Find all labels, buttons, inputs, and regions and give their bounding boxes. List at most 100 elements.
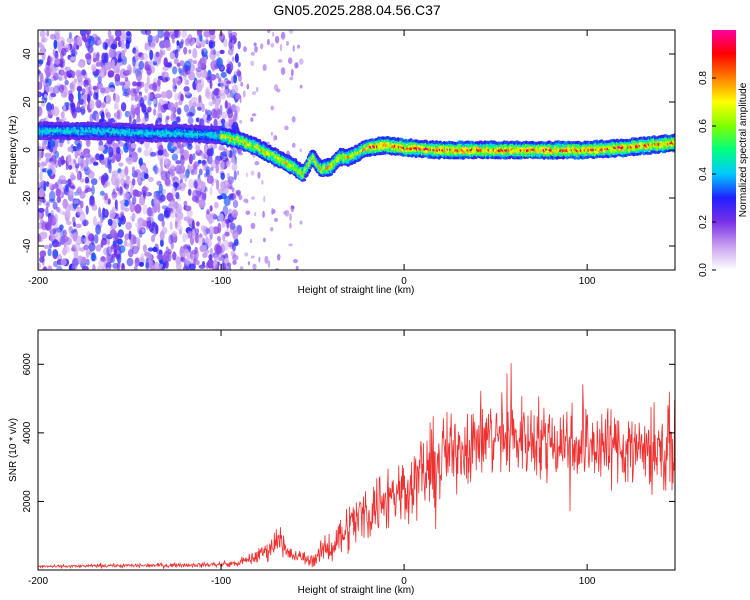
noise-cell [232, 259, 237, 265]
noise-cell [218, 89, 226, 97]
noise-cell [224, 86, 230, 95]
noise-cell [157, 108, 163, 118]
noise-cell [228, 117, 234, 126]
noise-cell [188, 99, 193, 108]
noise-cell [129, 187, 134, 196]
noise-cell [198, 264, 206, 269]
noise-cell [88, 84, 92, 93]
noise-cell [72, 216, 76, 223]
noise-cell [229, 186, 233, 190]
noise-cell [104, 174, 109, 181]
noise-cell [138, 60, 145, 70]
noise-cell [180, 39, 184, 45]
noise-cell [147, 247, 154, 252]
noise-cell [256, 86, 259, 93]
noise-cell [77, 186, 82, 196]
noise-cell [138, 55, 145, 61]
noise-cell [147, 98, 152, 106]
noise-cell [89, 99, 95, 111]
noise-cell [210, 47, 216, 55]
noise-cell [43, 180, 47, 192]
noise-cell [61, 47, 67, 57]
noise-cell [62, 198, 68, 209]
noise-cell [117, 229, 125, 239]
noise-cell [267, 30, 271, 34]
noise-cell [134, 257, 140, 267]
noise-cell [157, 77, 161, 87]
noise-cell [231, 163, 238, 171]
noise-cell [243, 46, 247, 52]
noise-cell [45, 76, 49, 84]
noise-cell [38, 262, 41, 269]
noise-cell [137, 228, 145, 233]
noise-cell [120, 50, 126, 60]
noise-cell [56, 116, 59, 121]
noise-cell [163, 39, 171, 49]
noise-cell [270, 42, 275, 48]
noise-cell [206, 109, 212, 118]
noise-cell [100, 87, 106, 94]
noise-cell [104, 87, 110, 94]
noise-cell [205, 227, 211, 235]
noise-cell [226, 150, 230, 156]
noise-cell [183, 104, 190, 113]
noise-cell [159, 230, 165, 241]
noise-cell [162, 49, 166, 56]
noise-cell [220, 118, 226, 125]
noise-cell [175, 192, 180, 200]
noise-cell [171, 37, 175, 44]
noise-cell [39, 72, 44, 83]
noise-cell [201, 190, 207, 202]
noise-cell [153, 196, 160, 207]
noise-cell [283, 211, 288, 215]
noise-cell [192, 219, 195, 230]
noise-cell [110, 244, 117, 250]
noise-cell [140, 171, 147, 182]
noise-cell [101, 52, 107, 64]
noise-cell [179, 60, 185, 66]
noise-cell [39, 250, 47, 258]
noise-cell [124, 179, 132, 184]
noise-cell [81, 69, 86, 76]
noise-cell [156, 254, 163, 260]
noise-cell [203, 30, 211, 38]
noise-cell [53, 213, 59, 223]
noise-cell [260, 43, 264, 50]
noise-cell [41, 140, 47, 150]
noise-cell [234, 105, 241, 113]
noise-cell [91, 252, 96, 262]
noise-cell [118, 162, 124, 167]
noise-cell [80, 105, 86, 116]
noise-cell [208, 101, 214, 107]
noise-cell [59, 224, 64, 231]
noise-cell [117, 168, 122, 174]
noise-cell [38, 212, 42, 219]
noise-cell [161, 219, 165, 228]
noise-cell [46, 30, 50, 37]
noise-cell [60, 155, 65, 166]
noise-cell [274, 217, 278, 222]
noise-cell [168, 197, 176, 203]
noise-cell [187, 230, 193, 239]
noise-cell [60, 111, 65, 119]
noise-cell [239, 95, 242, 104]
noise-cell [55, 188, 61, 197]
noise-cell [222, 205, 229, 217]
noise-cell [88, 250, 92, 256]
noise-cell [200, 152, 206, 157]
noise-cell [198, 168, 203, 176]
noise-cell [88, 242, 96, 252]
noise-cell [195, 79, 198, 85]
noise-cell [176, 203, 183, 214]
noise-cell [169, 210, 177, 219]
noise-cell [68, 226, 73, 231]
noise-cell [152, 98, 157, 105]
noise-cell [115, 36, 121, 41]
noise-cell [160, 238, 164, 247]
noise-cell [106, 181, 111, 187]
noise-cell [203, 225, 209, 237]
noise-cell [93, 234, 99, 244]
noise-cell [85, 205, 89, 215]
noise-cell [191, 96, 198, 103]
noise-cell [145, 257, 150, 269]
